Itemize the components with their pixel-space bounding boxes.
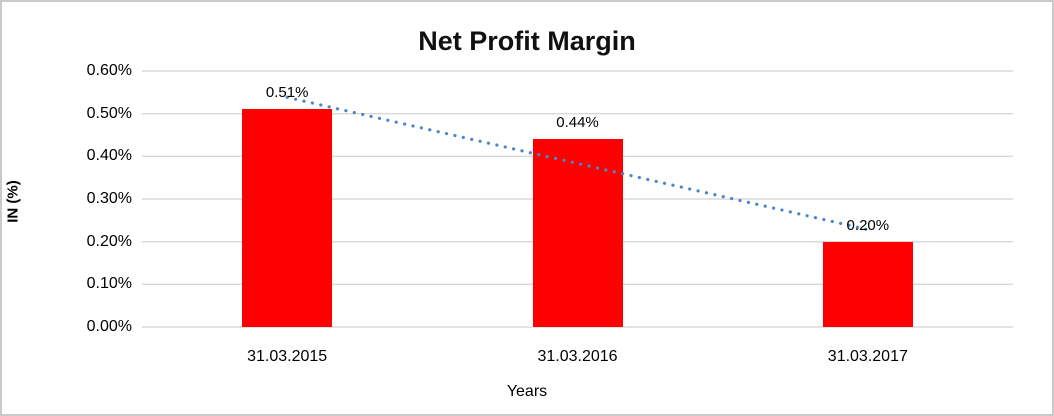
y-tick-label: 0.20% [86,232,132,250]
x-axis-title: Years [506,383,548,400]
x-tick-label: 31.03.2017 [827,348,908,365]
y-tick-label: 0.00% [86,318,132,335]
y-tick-label: 0.60% [86,62,132,79]
chart-title: Net Profit Margin [418,26,636,56]
bar-data-label: 0.20% [846,216,890,234]
y-tick-label: 0.30% [86,190,132,207]
bar-31.03.2017 [822,241,913,327]
y-tick-label: 0.10% [86,275,132,293]
y-axis-title: IN (%) [4,180,22,223]
x-tick-label: 31.03.2015 [247,348,328,365]
bar-31.03.2015 [242,109,333,327]
bar-data-label: 0.51% [265,84,309,102]
y-tick-label: 0.40% [86,147,132,165]
bar-data-label: 0.44% [556,114,599,132]
bar-31.03.2016 [532,139,623,327]
y-tick-label: 0.50% [86,104,132,122]
x-tick-label: 31.03.2016 [537,348,618,365]
